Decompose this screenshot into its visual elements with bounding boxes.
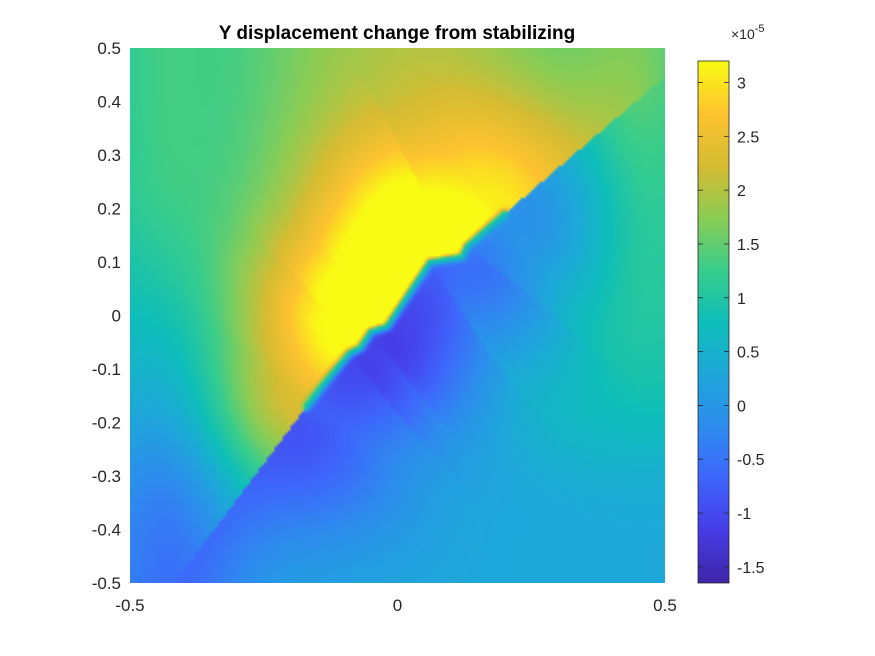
- y-tick-label: -0.2: [92, 414, 121, 433]
- y-tick-label: -0.4: [92, 521, 121, 540]
- heatmap-field: [130, 48, 665, 583]
- colorbar-tick-label: 1.5: [737, 237, 759, 254]
- colorbar-tick-label: 0: [737, 398, 746, 415]
- colorbar-tick-label: -1: [737, 506, 751, 523]
- colorbar-tick-label: 1: [737, 291, 746, 308]
- y-tick-label: 0.1: [97, 253, 121, 272]
- y-tick-label: 0.3: [97, 146, 121, 165]
- colorbar-gradient: [698, 61, 729, 583]
- colorbar-multiplier: ×10-5: [731, 23, 765, 42]
- x-tick-label: 0: [393, 596, 402, 615]
- y-axis: 0.5 0.4 0.3 0.2 0.1 0 -0.1 -0.2 -0.3 -0.4 -0.5: [92, 39, 121, 593]
- colorbar-tick-label: 0.5: [737, 345, 759, 362]
- x-axis: -0.5 0 0.5: [115, 596, 676, 615]
- colorbar-tick-label: 2: [737, 183, 746, 200]
- colorbar-tick-label: 2.5: [737, 129, 759, 146]
- colorbar-tick-label: -0.5: [737, 452, 765, 469]
- plot-area: [130, 48, 665, 583]
- colorbar: 3 2.5 2 1.5 1 0.5 0 -0.5 -1 -1.5 ×10-5: [697, 23, 765, 584]
- y-tick-label: 0.2: [97, 200, 121, 219]
- x-tick-label: 0.5: [653, 596, 677, 615]
- y-tick-label: 0.5: [97, 39, 121, 58]
- chart-title: Y displacement change from stabilizing: [219, 23, 576, 44]
- colorbar-ticks: 3 2.5 2 1.5 1 0.5 0 -0.5 -1 -1.5: [698, 76, 765, 577]
- x-tick-label: -0.5: [115, 596, 144, 615]
- colorbar-frame: [697, 60, 730, 584]
- y-tick-label: 0: [112, 307, 121, 326]
- y-tick-label: -0.5: [92, 574, 121, 593]
- colorbar-tick-label: -1.5: [737, 560, 765, 577]
- y-tick-label: -0.3: [92, 467, 121, 486]
- y-tick-label: 0.4: [97, 93, 121, 112]
- colorbar-tick-label: 3: [737, 76, 746, 93]
- y-tick-label: -0.1: [92, 360, 121, 379]
